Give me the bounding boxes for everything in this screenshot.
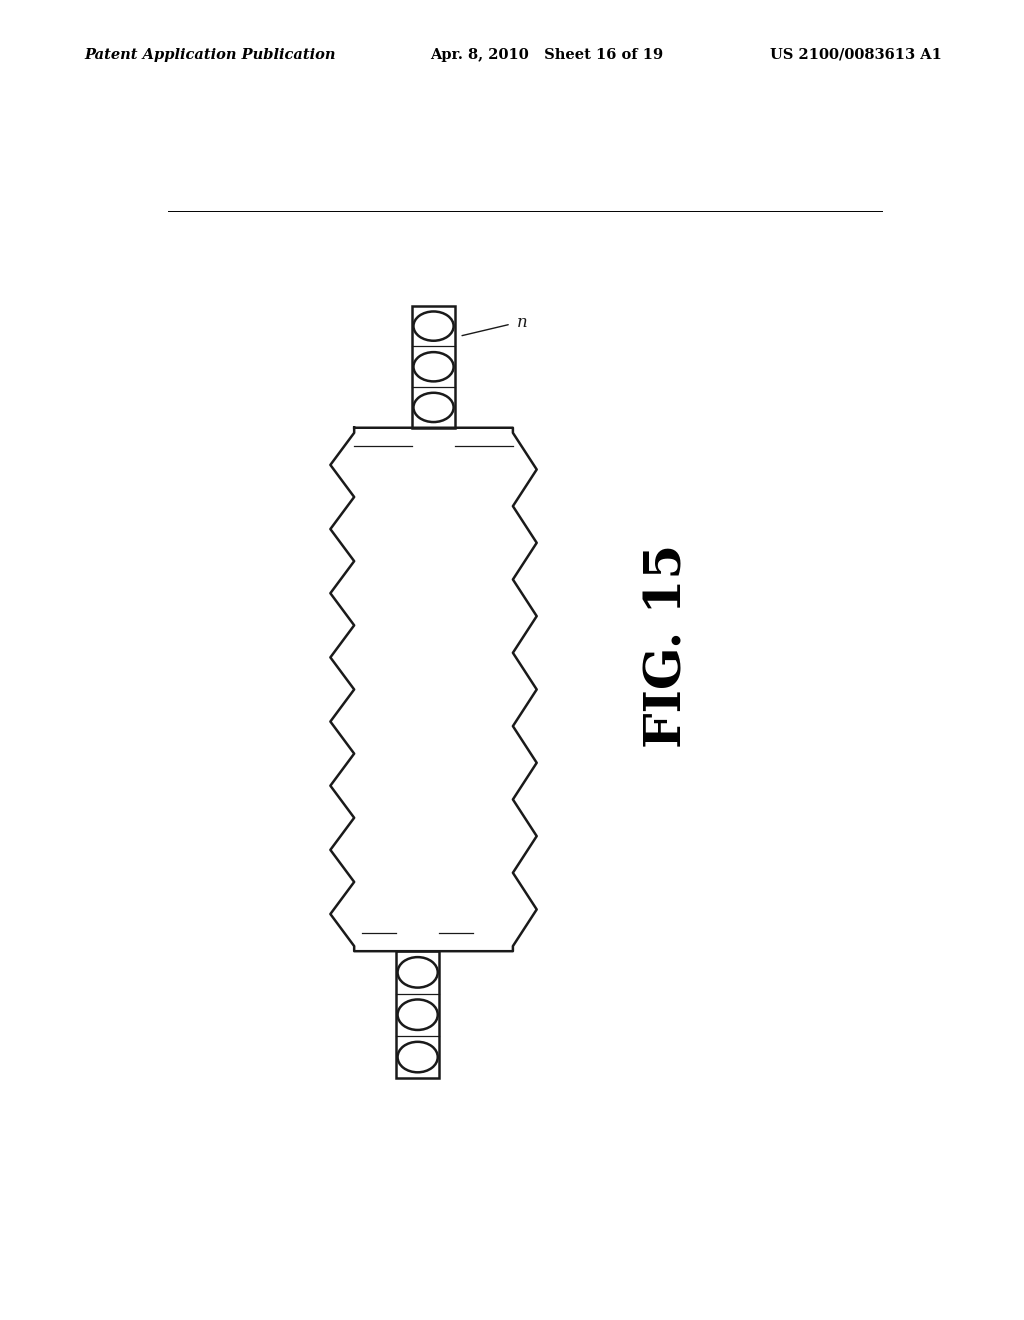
Text: Patent Application Publication: Patent Application Publication (84, 48, 336, 62)
Text: n: n (517, 314, 528, 330)
Bar (412, 306, 456, 428)
Text: FIG. 15: FIG. 15 (643, 544, 692, 748)
Bar (396, 952, 439, 1078)
Text: Apr. 8, 2010   Sheet 16 of 19: Apr. 8, 2010 Sheet 16 of 19 (430, 48, 664, 62)
Text: US 2100/0083613 A1: US 2100/0083613 A1 (770, 48, 942, 62)
